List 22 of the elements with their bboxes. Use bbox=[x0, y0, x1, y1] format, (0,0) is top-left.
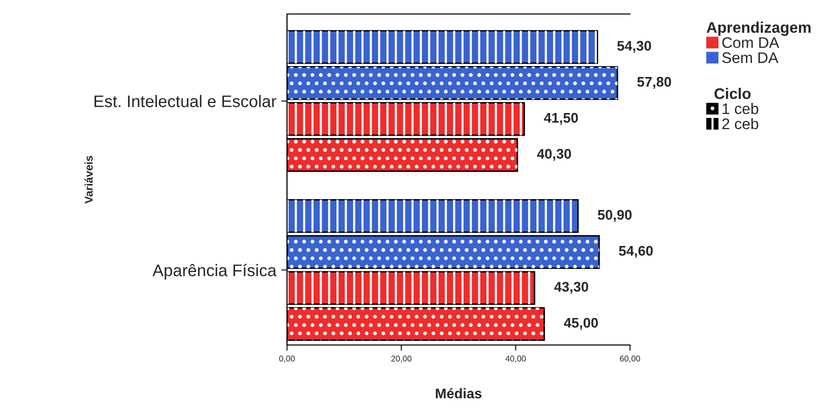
x-tick-label: 0,00 bbox=[279, 356, 295, 363]
y-tick-label: Est. Intelectual e Escolar bbox=[94, 94, 276, 108]
legend-label: Com DA bbox=[722, 37, 780, 48]
data-label: 54,30 bbox=[617, 40, 652, 53]
text: Ciclo bbox=[714, 88, 751, 100]
y-axis-title: Variáveis bbox=[84, 156, 93, 204]
text: 2 ceb bbox=[722, 118, 758, 130]
data-label: 50,90 bbox=[598, 210, 632, 222]
data-label: 40,30 bbox=[537, 148, 572, 161]
y-tick-label: Aparência Física bbox=[152, 264, 277, 280]
x-axis-title: Médias bbox=[436, 388, 482, 398]
data-label: 43,30 bbox=[554, 282, 588, 294]
x-tick-label: 40,00 bbox=[505, 356, 526, 363]
data-label: 45,00 bbox=[564, 318, 598, 330]
data-label: 54,60 bbox=[619, 246, 653, 258]
legend-label: Sem DA bbox=[722, 52, 778, 64]
data-label: 57,80 bbox=[637, 76, 672, 89]
text: 1 ceb bbox=[722, 102, 758, 114]
x-tick-label: 20,00 bbox=[391, 356, 412, 363]
data-label: 41,50 bbox=[544, 112, 578, 125]
x-tick-label: 60,00 bbox=[620, 356, 640, 363]
legend-title: Aprendizagem bbox=[706, 22, 811, 36]
